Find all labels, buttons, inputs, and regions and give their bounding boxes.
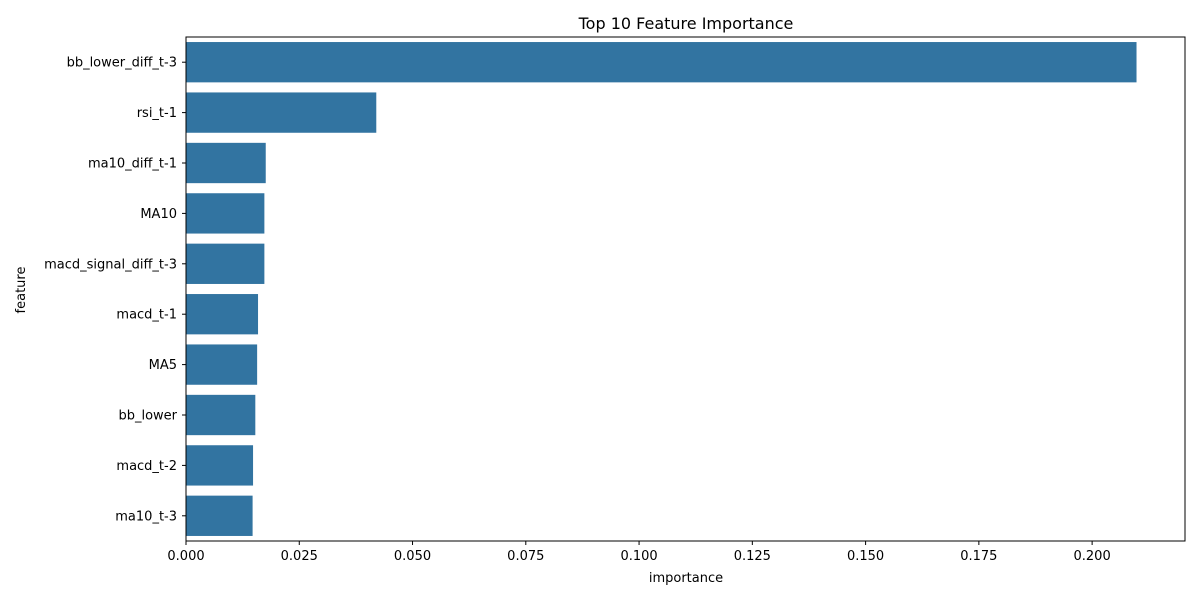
bar-6: [186, 344, 258, 385]
bars-layer: [186, 42, 1137, 536]
plot-frame: [185, 36, 1186, 542]
bar-5: [186, 294, 259, 335]
y-tick-label: macd_signal_diff_t-3: [44, 257, 177, 272]
y-tick-label: ma10_diff_t-1: [88, 157, 177, 172]
bar-3: [186, 193, 265, 234]
y-tick-label: rsi_t-1: [137, 106, 177, 121]
chart-title: Top 10 Feature Importance: [578, 14, 794, 33]
x-axis-ticks: 0.000 0.025 0.050 0.075 0.100 0.125 0.150 0.175…: [167, 541, 1111, 564]
bar-4: [186, 243, 265, 284]
bar-0: [186, 42, 1137, 83]
x-tick-label: 0.075: [507, 549, 544, 564]
y-tick-label: MA10: [140, 207, 177, 222]
x-tick-label: 0.175: [960, 549, 997, 564]
y-tick-label: bb_lower: [118, 409, 177, 424]
y-tick-label: bb_lower_diff_t-3: [67, 56, 177, 71]
x-tick-label: 0.050: [394, 549, 431, 564]
x-tick-label: 0.025: [281, 549, 318, 564]
y-tick-label: macd_t-2: [116, 459, 177, 474]
bar-7: [186, 394, 256, 436]
y-tick-label: MA5: [149, 358, 177, 373]
y-tick-label: macd_t-1: [116, 308, 177, 323]
y-axis-title: feature: [14, 267, 29, 314]
x-axis-title: importance: [649, 571, 723, 586]
x-tick-label: 0.150: [847, 549, 884, 564]
y-tick-label: ma10_t-3: [115, 509, 177, 524]
bar-9: [186, 495, 253, 536]
bar-8: [186, 445, 254, 486]
x-tick-label: 0.200: [1074, 549, 1111, 564]
bar-1: [186, 92, 377, 133]
x-tick-label: 0.000: [167, 549, 204, 564]
y-axis-ticks: bb_lower_diff_t-3 rsi_t-1 ma10_diff_t-1 MA1…: [44, 56, 186, 524]
x-tick-label: 0.100: [620, 549, 657, 564]
bar-2: [186, 142, 266, 184]
x-tick-label: 0.125: [734, 549, 771, 564]
